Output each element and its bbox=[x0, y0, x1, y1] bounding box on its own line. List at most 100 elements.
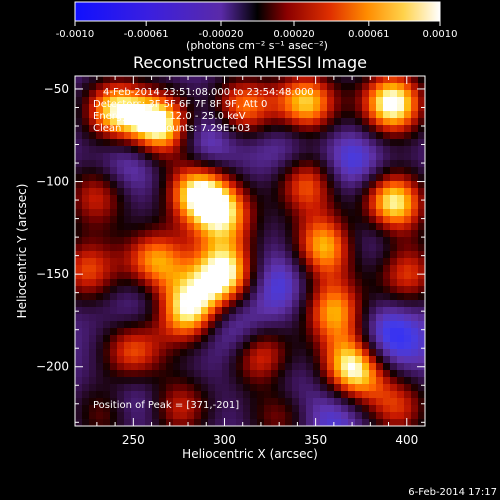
heatmap-cell bbox=[117, 419, 125, 426]
heatmap-cell bbox=[194, 153, 202, 161]
heatmap-cell bbox=[215, 342, 223, 350]
heatmap-cell bbox=[194, 398, 202, 406]
heatmap-cell bbox=[103, 111, 111, 119]
heatmap-cell bbox=[355, 111, 363, 119]
heatmap-cell bbox=[236, 76, 244, 84]
heatmap-cell bbox=[397, 314, 405, 322]
heatmap-cell bbox=[124, 272, 132, 280]
heatmap-cell bbox=[285, 412, 293, 420]
heatmap-cell bbox=[229, 244, 237, 252]
heatmap-cell bbox=[166, 356, 174, 364]
heatmap-cell bbox=[138, 223, 146, 231]
heatmap-cell bbox=[138, 118, 146, 126]
heatmap-cell bbox=[418, 384, 425, 392]
heatmap-cell bbox=[222, 279, 230, 287]
heatmap-cell bbox=[166, 146, 174, 154]
heatmap-cell bbox=[355, 251, 363, 259]
heatmap-cell bbox=[390, 419, 398, 426]
heatmap-cell bbox=[159, 118, 167, 126]
heatmap-cell bbox=[278, 356, 286, 364]
heatmap-cell bbox=[327, 146, 335, 154]
heatmap-cell bbox=[201, 132, 209, 140]
heatmap-cell bbox=[278, 391, 286, 399]
heatmap-cell bbox=[215, 167, 223, 175]
heatmap-cell bbox=[124, 181, 132, 189]
heatmap-cell bbox=[369, 307, 377, 315]
heatmap-cell bbox=[243, 97, 251, 105]
heatmap-cell bbox=[173, 265, 181, 273]
heatmap-cell bbox=[180, 160, 188, 168]
heatmap-cell bbox=[341, 188, 349, 196]
heatmap-cell bbox=[117, 258, 125, 266]
heatmap-cell bbox=[222, 244, 230, 252]
heatmap-cell bbox=[292, 181, 300, 189]
heatmap-cell bbox=[89, 90, 97, 98]
heatmap-cell bbox=[376, 132, 384, 140]
heatmap-cell bbox=[285, 244, 293, 252]
heatmap-cell bbox=[390, 104, 398, 112]
heatmap-cell bbox=[180, 188, 188, 196]
heatmap-cell bbox=[404, 384, 412, 392]
heatmap-cell bbox=[292, 391, 300, 399]
heatmap-cell bbox=[250, 363, 258, 371]
heatmap-cell bbox=[173, 97, 181, 105]
heatmap-cell bbox=[173, 328, 181, 336]
heatmap-cell bbox=[215, 125, 223, 133]
heatmap-cell bbox=[285, 90, 293, 98]
heatmap-cell bbox=[334, 125, 342, 133]
heatmap-cell bbox=[411, 342, 419, 350]
heatmap-cell bbox=[215, 146, 223, 154]
heatmap-cell bbox=[411, 181, 419, 189]
heatmap-cell bbox=[229, 363, 237, 371]
heatmap-image bbox=[75, 76, 425, 426]
heatmap-cell bbox=[145, 139, 153, 147]
heatmap-cell bbox=[327, 244, 335, 252]
heatmap-cell bbox=[285, 349, 293, 357]
heatmap-cell bbox=[264, 286, 272, 294]
heatmap-cell bbox=[320, 125, 328, 133]
heatmap-cell bbox=[124, 216, 132, 224]
heatmap-cell bbox=[369, 363, 377, 371]
heatmap-cell bbox=[418, 398, 425, 406]
heatmap-cell bbox=[215, 286, 223, 294]
heatmap-cell bbox=[96, 321, 104, 329]
heatmap-cell bbox=[124, 209, 132, 217]
heatmap-cell bbox=[243, 363, 251, 371]
heatmap-cell bbox=[334, 174, 342, 182]
heatmap-cell bbox=[383, 384, 391, 392]
heatmap-cell bbox=[313, 216, 321, 224]
heatmap-cell bbox=[117, 104, 125, 112]
heatmap-cell bbox=[327, 251, 335, 259]
heatmap-cell bbox=[264, 328, 272, 336]
heatmap-cell bbox=[383, 202, 391, 210]
heatmap-cell bbox=[264, 307, 272, 315]
heatmap-cell bbox=[180, 132, 188, 140]
heatmap-cell bbox=[110, 342, 118, 350]
heatmap-cell bbox=[131, 83, 139, 91]
heatmap-cell bbox=[292, 104, 300, 112]
heatmap-cell bbox=[334, 405, 342, 413]
heatmap-cell bbox=[243, 384, 251, 392]
heatmap-cell bbox=[376, 272, 384, 280]
heatmap-cell bbox=[201, 237, 209, 245]
heatmap-cell bbox=[89, 363, 97, 371]
heatmap-cell bbox=[131, 188, 139, 196]
heatmap-cell bbox=[320, 335, 328, 343]
heatmap-cell bbox=[271, 293, 279, 301]
heatmap-cell bbox=[194, 384, 202, 392]
heatmap-cell bbox=[341, 391, 349, 399]
heatmap-cell bbox=[96, 335, 104, 343]
heatmap-cell bbox=[166, 258, 174, 266]
heatmap-cell bbox=[397, 83, 405, 91]
heatmap-cell bbox=[411, 405, 419, 413]
heatmap-cell bbox=[418, 230, 425, 238]
heatmap-cell bbox=[152, 237, 160, 245]
heatmap-cell bbox=[159, 111, 167, 119]
heatmap-cell bbox=[229, 76, 237, 84]
heatmap-cell bbox=[222, 153, 230, 161]
heatmap-cell bbox=[82, 146, 90, 154]
heatmap-cell bbox=[299, 83, 307, 91]
heatmap-cell bbox=[355, 146, 363, 154]
heatmap-cell bbox=[229, 314, 237, 322]
heatmap-cell bbox=[124, 160, 132, 168]
